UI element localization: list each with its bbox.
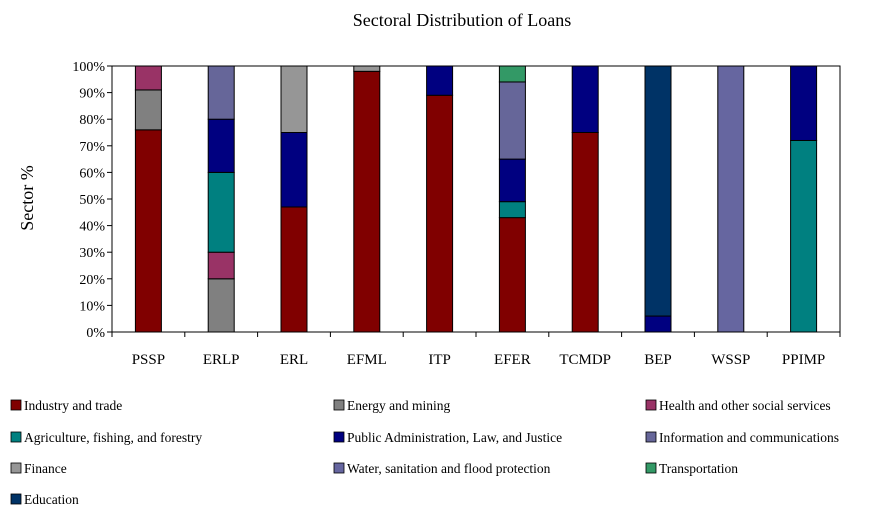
legend-label: Transportation: [659, 461, 738, 476]
y-tick-label: 90%: [79, 87, 105, 102]
legend-label: Agriculture, fishing, and forestry: [24, 430, 202, 445]
bar-segment: [280, 206, 308, 333]
y-tick-label: 20%: [79, 273, 105, 288]
x-category-label: WSSP: [711, 352, 750, 368]
bar-segment: [134, 65, 162, 91]
legend-swatch: [10, 431, 22, 443]
legend-swatch: [333, 399, 345, 411]
bar-segment: [498, 158, 526, 203]
bar-segment: [644, 315, 672, 333]
legend-label: Education: [24, 492, 79, 507]
bars: [134, 65, 818, 333]
x-category-label: EFML: [347, 352, 387, 368]
bar-segment: [790, 65, 818, 141]
legend-swatch: [333, 431, 345, 443]
bar-segment: [717, 65, 745, 333]
x-category-label: TCMDP: [559, 352, 611, 368]
y-tick-label: 60%: [79, 166, 105, 181]
bar-segment: [207, 171, 235, 253]
y-axis: 0% 10% 20% 30% 40% 50% 60% 70% 80% 90% 100%: [72, 60, 112, 341]
legend-label: Water, sanitation and flood protection: [347, 461, 551, 476]
x-category-label: EFER: [494, 352, 531, 368]
legend-swatch: [645, 431, 657, 443]
y-tick-label: 50%: [79, 193, 105, 208]
bar-segment: [498, 201, 526, 219]
bar-segment: [790, 139, 818, 333]
bar-segment: [571, 132, 599, 333]
y-tick-label: 70%: [79, 140, 105, 155]
bar-segment: [207, 65, 235, 120]
x-category-label: PPIMP: [782, 352, 825, 368]
bar-segment: [498, 217, 526, 333]
bar-segment: [353, 65, 381, 72]
legend-label: Public Administration, Law, and Justice: [347, 430, 562, 445]
legend-label: Health and other social services: [659, 398, 831, 413]
bar-segment: [280, 132, 308, 208]
legend-swatch: [645, 399, 657, 411]
bar-segment: [207, 278, 235, 333]
y-tick-label: 80%: [79, 113, 105, 128]
chart-title: Sectoral Distribution of Loans: [353, 10, 571, 30]
bar-segment: [353, 70, 381, 333]
legend-swatch: [10, 462, 22, 474]
y-axis-label: Sector %: [17, 165, 37, 230]
x-axis: PSSP ERLP ERL EFML ITP EFER TCMDP BEP WSSP PPIMP: [111, 332, 841, 368]
bar-segment: [498, 81, 526, 160]
legend: Industry and trade Energy and mining Healt…: [10, 398, 839, 507]
legend-swatch: [10, 399, 22, 411]
legend-swatch: [10, 493, 22, 505]
bar-segment: [207, 251, 235, 280]
legend-label: Finance: [24, 461, 67, 476]
bar-segment: [571, 65, 599, 133]
bar-segment: [644, 65, 672, 317]
bar-segment: [426, 65, 454, 96]
bar-segment: [426, 94, 454, 333]
bar-segment: [280, 65, 308, 133]
y-tick-label: 10%: [79, 299, 105, 314]
y-tick-label: 40%: [79, 220, 105, 235]
x-category-label: ITP: [428, 352, 451, 368]
legend-label: Industry and trade: [24, 398, 122, 413]
x-category-label: ERLP: [203, 352, 240, 368]
bar-segment: [207, 118, 235, 173]
x-category-label: ERL: [280, 352, 308, 368]
y-tick-label: 30%: [79, 246, 105, 261]
legend-label: Information and communications: [659, 430, 839, 445]
legend-label: Energy and mining: [347, 398, 450, 413]
y-tick-label: 0%: [86, 326, 105, 341]
bar-segment: [134, 89, 162, 131]
bar-segment: [498, 65, 526, 83]
x-category-label: BEP: [644, 352, 672, 368]
legend-swatch: [645, 462, 657, 474]
x-category-label: PSSP: [132, 352, 165, 368]
bar-segment: [134, 129, 162, 333]
y-tick-label: 100%: [72, 60, 105, 75]
legend-swatch: [333, 462, 345, 474]
